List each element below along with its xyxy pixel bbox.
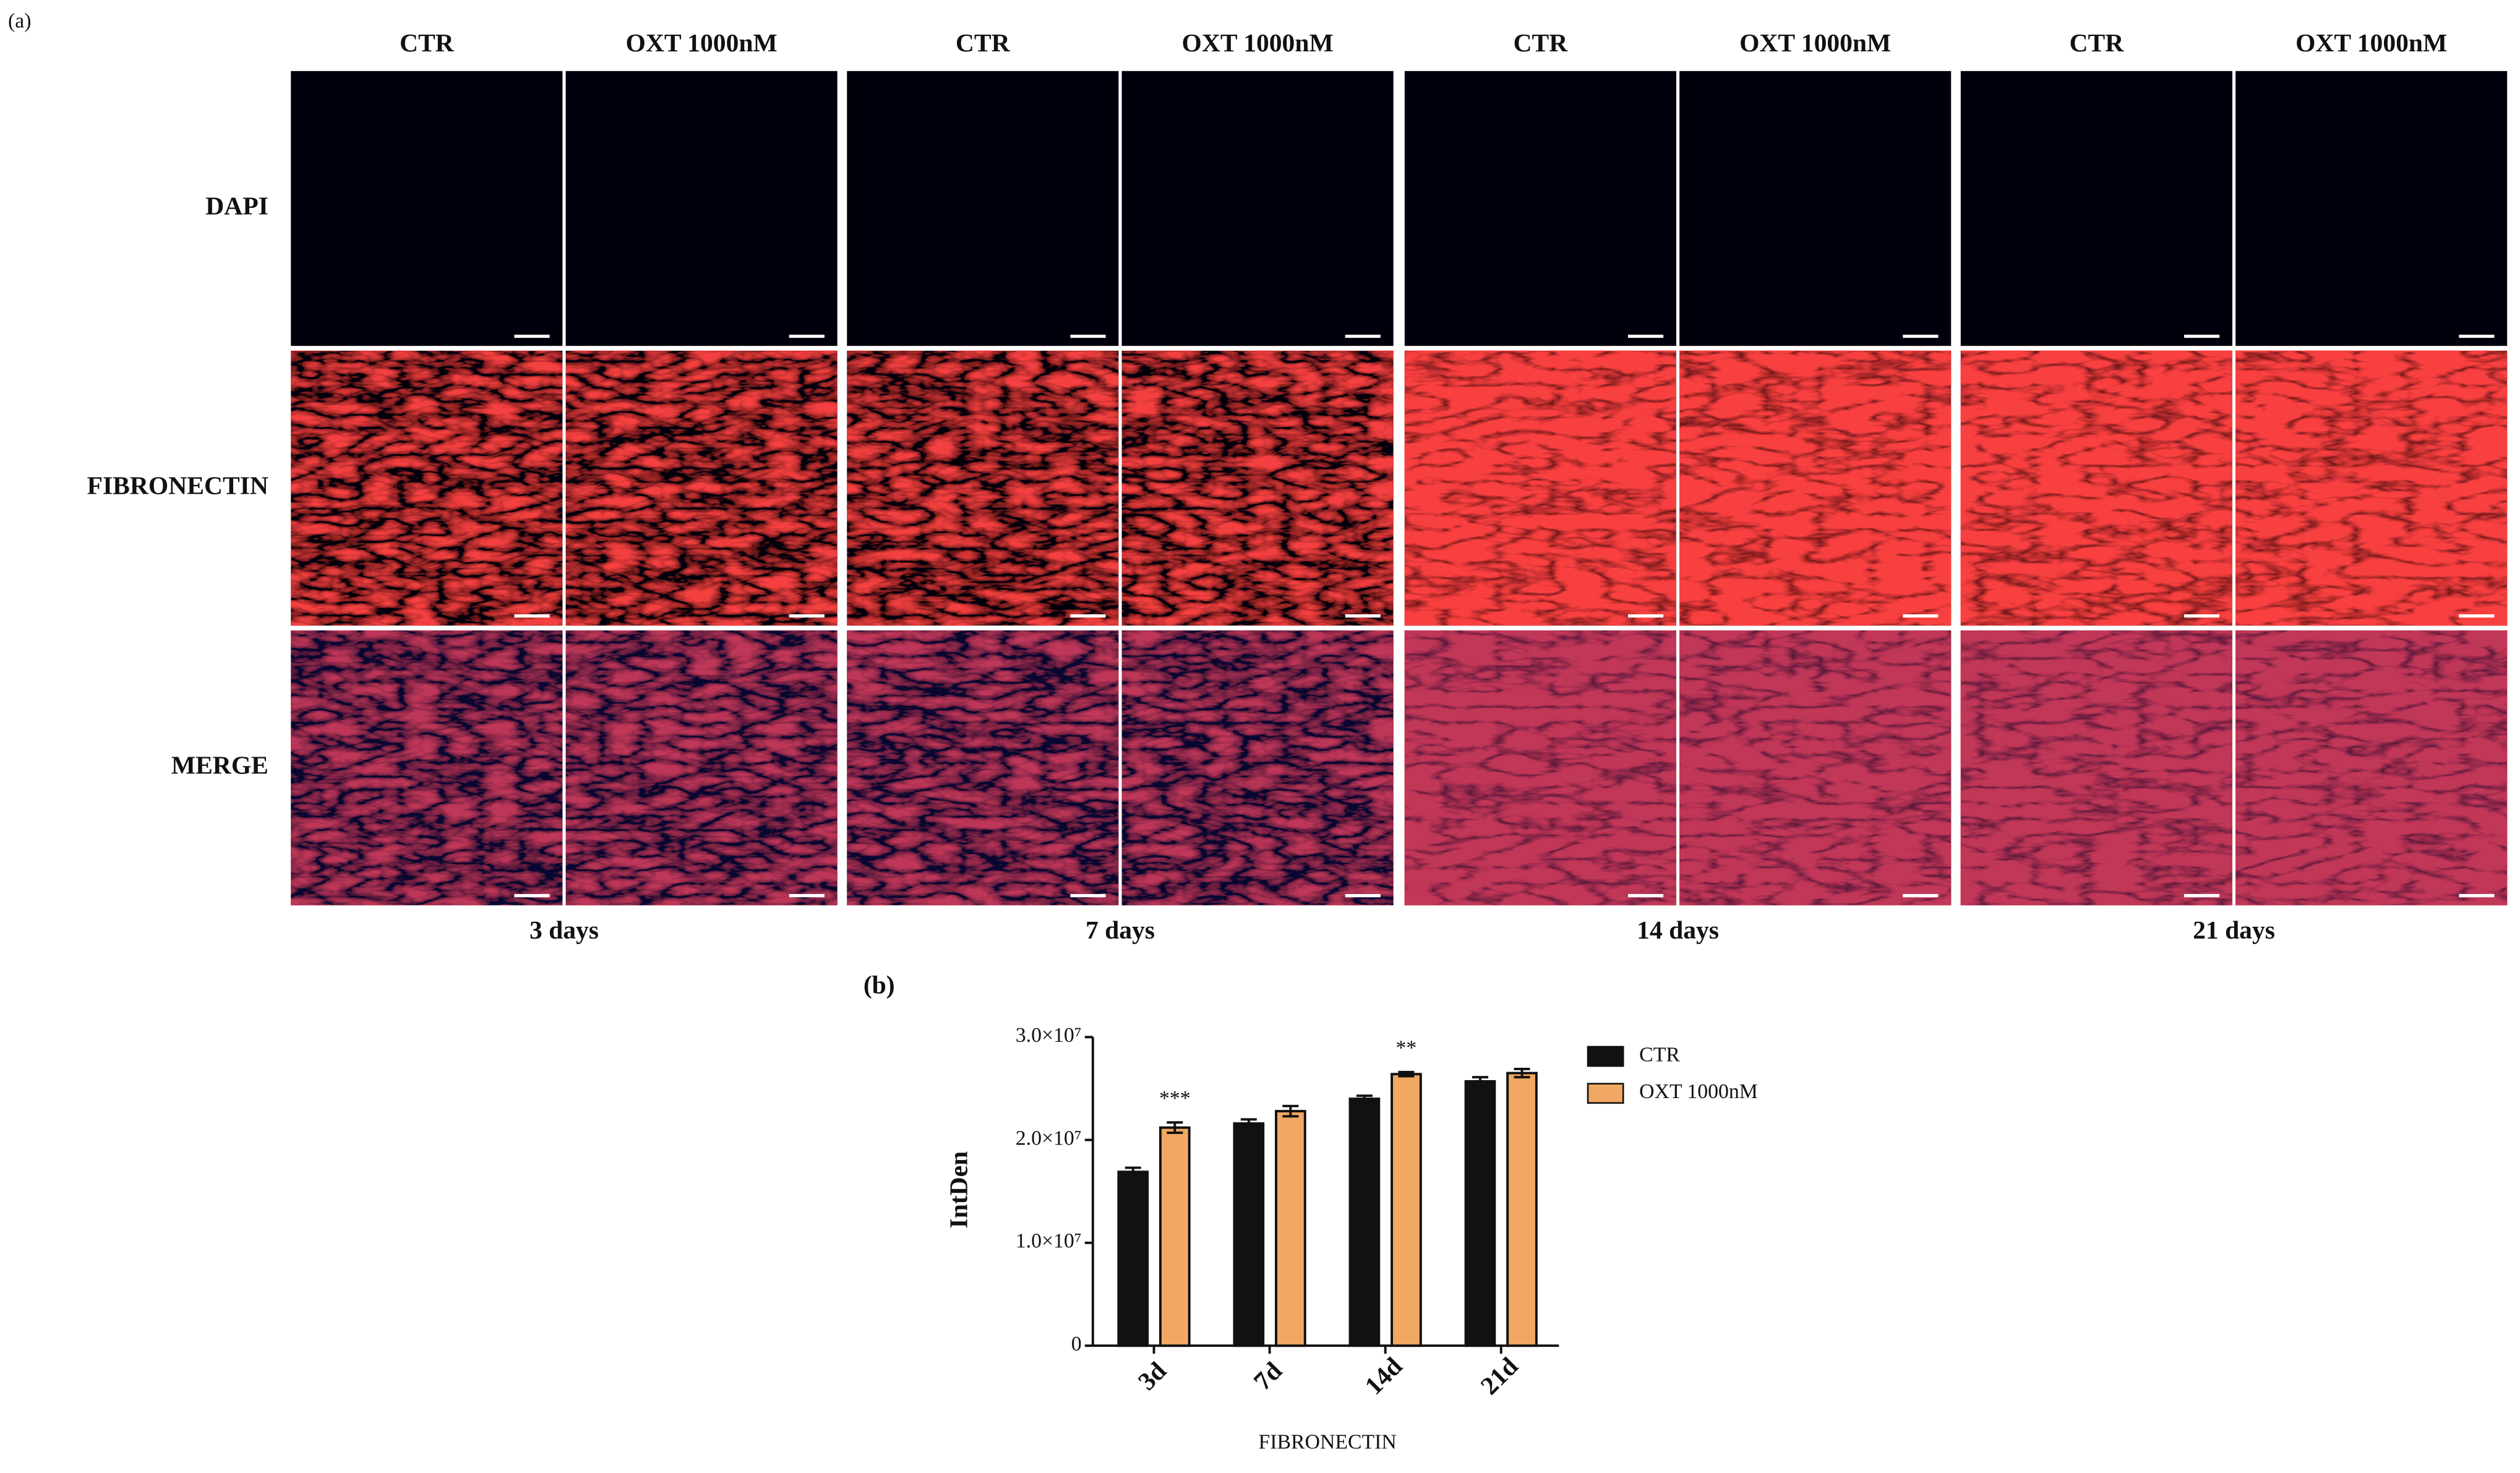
panel-label: (a) xyxy=(8,10,31,33)
y-tick-label: 0 xyxy=(1071,1333,1082,1355)
bar xyxy=(1275,1110,1306,1347)
x-tick-label: 14d xyxy=(1359,1352,1407,1400)
micrograph xyxy=(1679,350,1952,626)
time-label: 3 days xyxy=(529,916,599,944)
column-header: OXT 1000nM xyxy=(2295,28,2447,57)
x-tick-label: 7d xyxy=(1248,1356,1288,1396)
significance: *** xyxy=(1159,1087,1191,1110)
micrograph xyxy=(847,71,1119,346)
x-axis-title: FIBRONECTIN xyxy=(1259,1430,1397,1453)
micrograph-grid: CTR OXT 1000nM CTR OXT 1000nM CTR OXT 1000nM C… xyxy=(87,28,2508,944)
row-label: MERGE xyxy=(171,751,268,779)
micrograph xyxy=(1121,630,1394,906)
row-label: DAPI xyxy=(205,192,268,220)
time-label: 14 days xyxy=(1637,916,1719,944)
bar xyxy=(1348,1097,1381,1347)
micrograph xyxy=(291,350,563,626)
significance: ** xyxy=(1396,1036,1417,1059)
micrograph-overlay xyxy=(291,630,563,906)
micrograph xyxy=(291,71,563,346)
micrograph xyxy=(1679,630,1952,906)
error-bar xyxy=(1282,1104,1299,1118)
column-header: CTR xyxy=(956,28,1011,57)
bar xyxy=(1117,1170,1149,1347)
y-tick-label: 3.0×10⁷ xyxy=(1016,1024,1082,1047)
micrograph xyxy=(1121,71,1394,346)
micrograph xyxy=(1404,350,1676,626)
micrograph xyxy=(1960,350,2232,626)
micrograph xyxy=(565,350,838,626)
micrograph xyxy=(565,71,838,346)
bar xyxy=(1233,1122,1265,1347)
micrograph-overlay xyxy=(565,630,838,906)
micrograph xyxy=(1960,71,2232,346)
micrograph xyxy=(1960,630,2232,906)
micrograph-overlay xyxy=(1679,630,1952,906)
micrograph xyxy=(847,350,1119,626)
micrograph-overlay xyxy=(1121,630,1394,906)
bar xyxy=(1464,1080,1496,1347)
y-tick-label: 2.0×10⁷ xyxy=(1016,1127,1082,1149)
column-header: OXT 1000nM xyxy=(1739,28,1891,57)
micrograph xyxy=(291,630,563,906)
micrograph-overlay xyxy=(1404,630,1676,906)
legend-label: OXT 1000nM xyxy=(1639,1080,1758,1103)
column-header: OXT 1000nM xyxy=(626,28,778,57)
micrograph xyxy=(1121,350,1394,626)
error-bar xyxy=(1356,1094,1373,1104)
x-tick-label: 3d xyxy=(1133,1356,1172,1396)
y-axis-title: IntDen xyxy=(944,1151,972,1229)
micrograph xyxy=(2235,630,2508,906)
error-bar xyxy=(1125,1166,1141,1177)
micrograph-overlay xyxy=(847,630,1119,906)
panel-label: (b) xyxy=(864,970,895,999)
micrograph xyxy=(2235,71,2508,346)
legend-swatch xyxy=(1587,1046,1624,1067)
legend-label: CTR xyxy=(1639,1043,1680,1066)
x-tick-label: 21d xyxy=(1475,1352,1523,1400)
micrograph xyxy=(847,630,1119,906)
bar xyxy=(1159,1126,1191,1347)
column-header: CTR xyxy=(400,28,455,57)
error-bar xyxy=(1472,1076,1488,1087)
micrograph xyxy=(2235,350,2508,626)
column-header: CTR xyxy=(1514,28,1569,57)
legend-swatch xyxy=(1587,1083,1624,1104)
time-label: 21 days xyxy=(2193,916,2275,944)
error-bar xyxy=(1398,1070,1415,1078)
bar xyxy=(1506,1071,1538,1347)
micrograph xyxy=(1679,71,1952,346)
micrograph xyxy=(1404,71,1676,346)
micrograph-overlay xyxy=(1960,630,2232,906)
error-bar xyxy=(1167,1121,1183,1134)
micrograph xyxy=(565,630,838,906)
y-tick-label: 1.0×10⁷ xyxy=(1016,1230,1082,1253)
column-header: CTR xyxy=(2069,28,2124,57)
micrograph-overlay xyxy=(2235,630,2508,906)
error-bar xyxy=(1514,1067,1530,1079)
bar xyxy=(1391,1073,1422,1347)
row-label: FIBRONECTIN xyxy=(87,471,268,500)
time-label: 7 days xyxy=(1086,916,1155,944)
error-bar xyxy=(1240,1118,1257,1129)
micrograph xyxy=(1404,630,1676,906)
column-header: OXT 1000nM xyxy=(1182,28,1334,57)
